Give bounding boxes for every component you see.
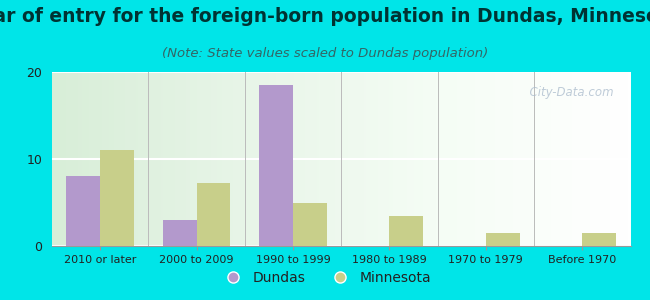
Bar [259,85,293,246]
Legend: Dundas, Minnesota: Dundas, Minnesota [213,265,437,290]
Bar [389,215,423,246]
Bar [163,220,196,246]
Text: (Note: State values scaled to Dundas population): (Note: State values scaled to Dundas pop… [162,46,488,59]
Bar [66,176,100,246]
Text: Year of entry for the foreign-born population in Dundas, Minnesota: Year of entry for the foreign-born popul… [0,8,650,26]
Bar [486,233,519,246]
Text: City-Data.com: City-Data.com [521,86,613,99]
Bar [582,233,616,246]
Bar [196,183,230,246]
Bar [293,202,327,246]
Bar [100,150,134,246]
